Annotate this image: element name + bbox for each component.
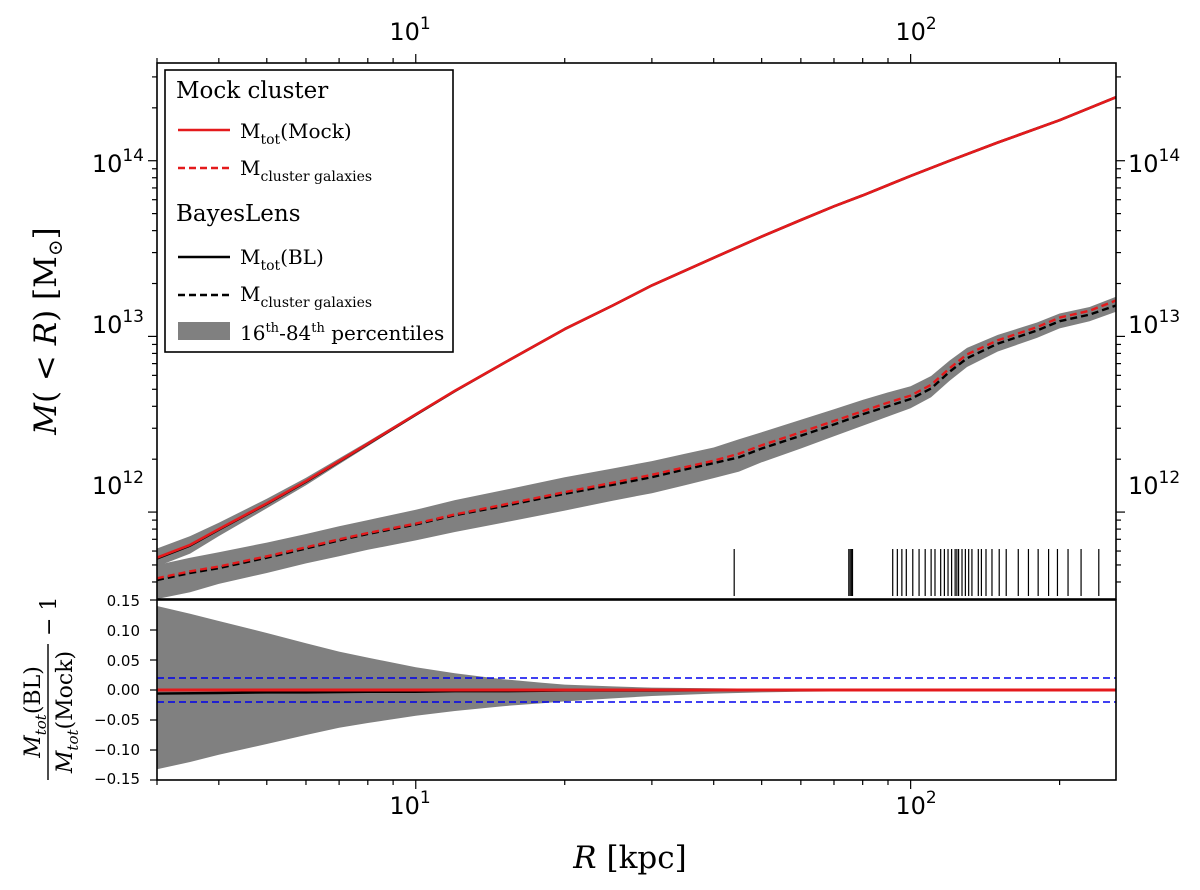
galaxy-rug-ticks bbox=[733, 549, 1100, 596]
legend-label-mtot-mock: Mtot(Mock) bbox=[240, 119, 352, 148]
band-ratio-percentiles bbox=[157, 606, 1116, 770]
bottom-y-axis-label: Mtot(BL) Mtot(Mock) − 1 bbox=[21, 597, 82, 780]
right-y-tick-label-1e12: 1012 bbox=[1128, 468, 1180, 500]
band-16th-84th-percentiles-mcluster-galaxies bbox=[157, 296, 1116, 599]
bottom-y-tick-label-2: 0.05 bbox=[107, 652, 140, 670]
bottom-axes-frame bbox=[156, 599, 1117, 781]
bottom-y-tick-label-1: 0.10 bbox=[107, 622, 140, 640]
bottom-x-tick-label-10: 101 bbox=[389, 788, 430, 820]
bottom-y-tick-label-5: −0.10 bbox=[94, 741, 140, 759]
top-y-axis-label: M( < R) [M⊙] bbox=[28, 227, 67, 436]
legend-entry-mtot-bl: Mtot(BL) bbox=[178, 245, 324, 274]
legend: Mock cluster Mtot(Mock) Mcluster galaxie… bbox=[164, 69, 454, 353]
bottom-panel: 0.15 0.10 0.05 0.00 −0.05 −0.10 −0.15 10… bbox=[21, 592, 1117, 876]
legend-label-mcluster-bl: Mcluster galaxies bbox=[240, 282, 372, 311]
legend-entry-mcluster-bl: Mcluster galaxies bbox=[178, 282, 372, 311]
legend-label-percentiles: 16th-84th percentiles bbox=[240, 321, 444, 345]
legend-swatch-percentiles bbox=[178, 322, 230, 340]
bottom-axis-ticks bbox=[150, 599, 1061, 789]
ratio-denominator: Mtot(Mock) bbox=[53, 651, 82, 774]
legend-entry-mtot-mock: Mtot(Mock) bbox=[178, 119, 352, 148]
top-axes-frame bbox=[156, 62, 1117, 600]
top-panel: 101 102 1014 1013 1012 1014 1013 1012 M(… bbox=[28, 14, 1180, 600]
legend-entry-mcluster-mock: Mcluster galaxies bbox=[178, 156, 372, 185]
bottom-y-tick-label-3: 0.00 bbox=[107, 681, 140, 699]
legend-entry-percentiles: 16th-84th percentiles bbox=[178, 321, 444, 345]
top-bands bbox=[157, 97, 1116, 599]
bottom-band bbox=[157, 606, 1116, 770]
legend-title-bayeslens: BayesLens bbox=[176, 201, 301, 227]
top-lines bbox=[157, 95, 1116, 582]
legend-label-mcluster-mock: Mcluster galaxies bbox=[240, 156, 372, 185]
bottom-y-tick-label-6: −0.15 bbox=[94, 770, 140, 788]
right-y-tick-label-1e13: 1013 bbox=[1128, 307, 1180, 339]
left-y-tick-label-1e14: 1014 bbox=[92, 146, 144, 178]
legend-frame bbox=[164, 69, 454, 353]
x-axis-label: R [kpc] bbox=[572, 840, 686, 876]
top-x-tick-label-100: 102 bbox=[895, 14, 936, 46]
ratio-minus-one: − 1 bbox=[37, 597, 62, 636]
top-x-tick-label-10: 101 bbox=[389, 14, 430, 46]
legend-label-mtot-bl: Mtot(BL) bbox=[240, 245, 324, 274]
bottom-y-tick-label-0: 0.15 bbox=[107, 592, 140, 610]
line-mcluster-galaxies-mock bbox=[157, 299, 1116, 580]
top-axis-ticks bbox=[148, 54, 1125, 583]
bottom-lines bbox=[157, 677, 1116, 703]
ratio-numerator: Mtot(BL) bbox=[21, 666, 50, 759]
legend-title-mock: Mock cluster bbox=[176, 78, 328, 104]
bottom-x-tick-label-100: 102 bbox=[895, 788, 936, 820]
left-y-tick-label-1e13: 1013 bbox=[92, 307, 144, 339]
right-y-tick-label-1e14: 1014 bbox=[1128, 146, 1180, 178]
left-y-tick-label-1e12: 1012 bbox=[92, 468, 144, 500]
line-mtot-mock bbox=[157, 95, 1116, 559]
bottom-y-tick-label-4: −0.05 bbox=[94, 711, 140, 729]
